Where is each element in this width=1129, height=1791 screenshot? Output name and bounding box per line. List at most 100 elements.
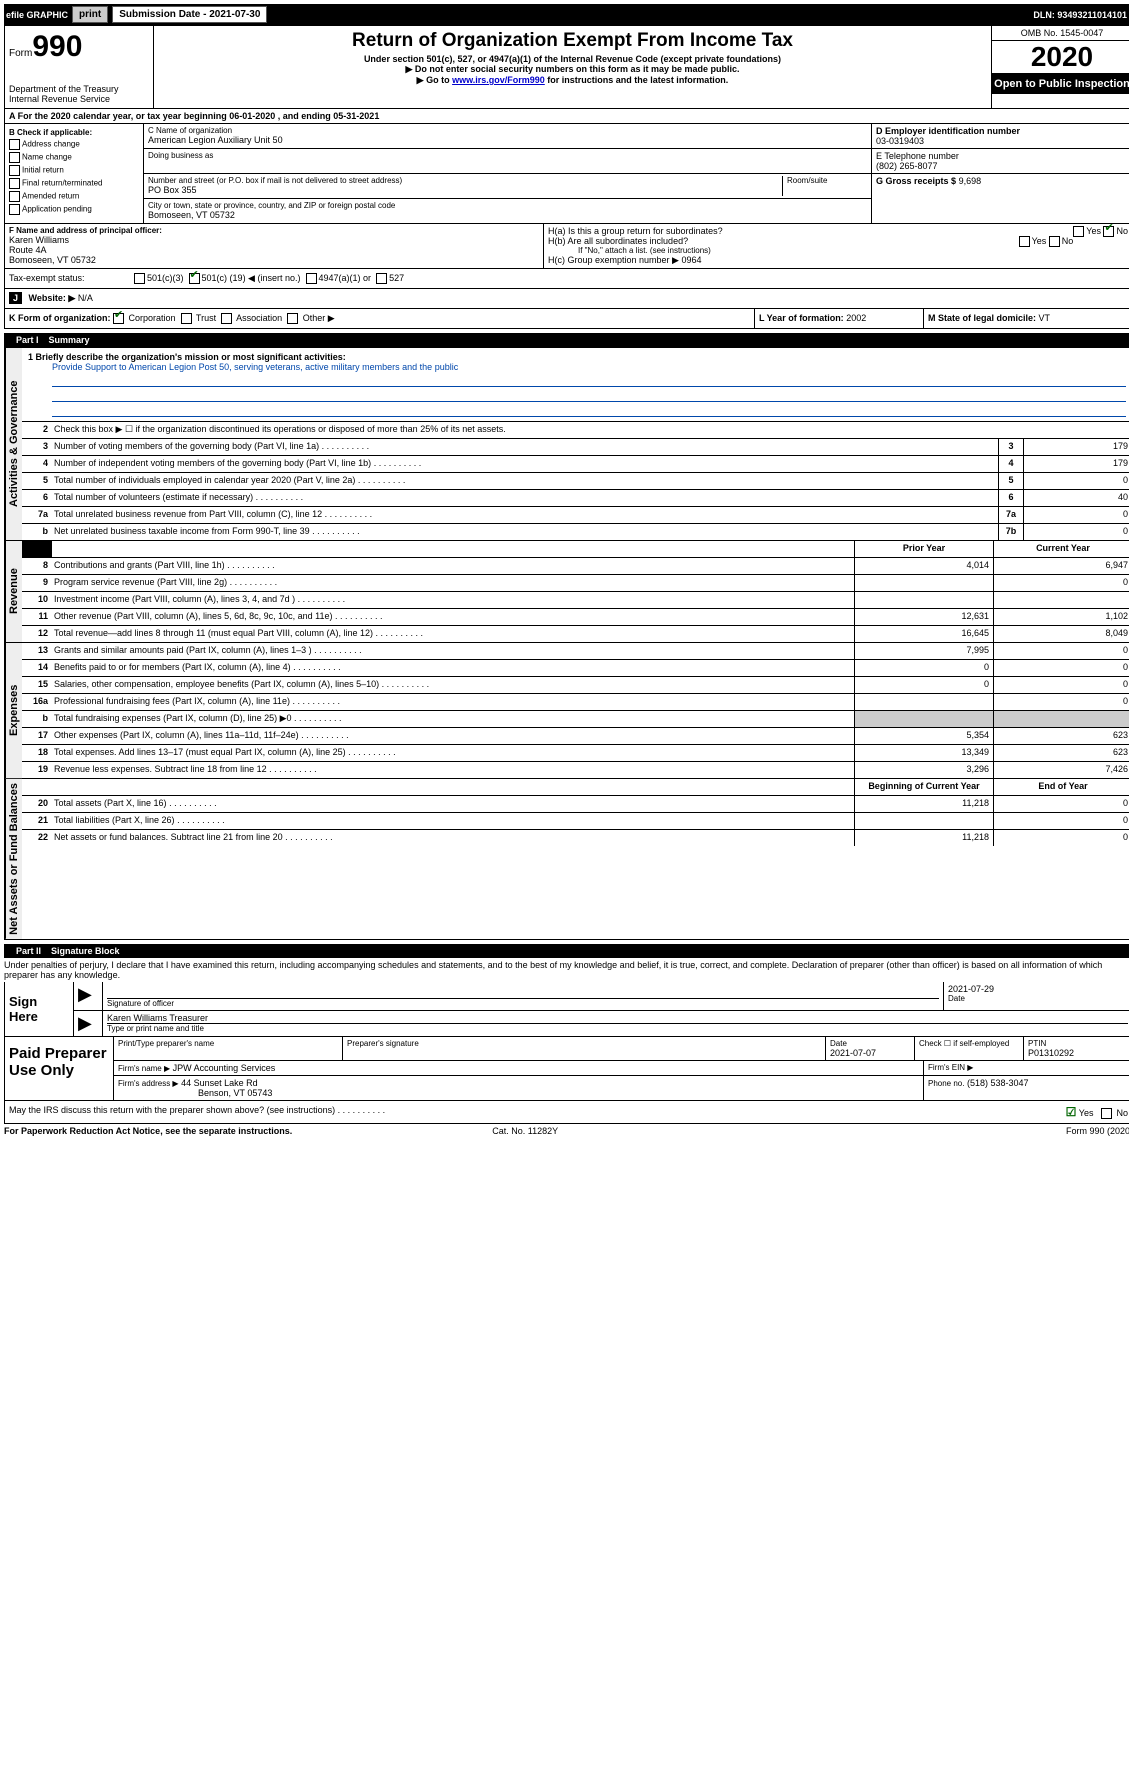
part1-num: Part I <box>10 335 45 345</box>
line-val: 0 <box>1023 473 1129 489</box>
discuss-yes[interactable]: Yes <box>1079 1108 1094 1118</box>
line-prior: 16,645 <box>854 626 993 642</box>
irs-link[interactable]: www.irs.gov/Form990 <box>452 75 545 85</box>
line-num: 8 <box>22 558 52 574</box>
line-box: 6 <box>998 490 1023 506</box>
addr-label: Number and street (or P.O. box if mail i… <box>148 176 782 185</box>
line-desc: Contributions and grants (Part VIII, lin… <box>52 558 854 574</box>
address-cell: Number and street (or P.O. box if mail i… <box>144 174 871 199</box>
part1-header: Part I Summary <box>4 333 1129 347</box>
line2-row: 2 Check this box ▶ ☐ if the organization… <box>22 422 1129 439</box>
line-num: 14 <box>22 660 52 676</box>
line-desc: Number of voting members of the governin… <box>52 439 998 455</box>
section-d: D Employer identification number 03-0319… <box>872 124 1129 223</box>
line-num: 16a <box>22 694 52 710</box>
netassets-body: Beginning of Current Year End of Year 20… <box>22 779 1129 939</box>
line-num: 12 <box>22 626 52 642</box>
line-desc: Investment income (Part VIII, column (A)… <box>52 592 854 608</box>
line-num: 6 <box>22 490 52 506</box>
line-curr: 623 <box>993 745 1129 761</box>
opt-corp: Corporation <box>129 313 176 323</box>
city-label: City or town, state or province, country… <box>148 201 867 210</box>
checkbox-final-return[interactable]: Final return/terminated <box>9 178 139 189</box>
j-badge: J <box>9 292 22 304</box>
col-current-year: Current Year <box>993 541 1129 557</box>
checkbox-name-change[interactable]: Name change <box>9 152 139 163</box>
section-b-title: B Check if applicable: <box>9 128 139 137</box>
hc-value: 0964 <box>682 255 702 265</box>
line-desc: Total unrelated business revenue from Pa… <box>52 507 998 523</box>
line-curr <box>993 711 1129 727</box>
line-desc: Benefits paid to or for members (Part IX… <box>52 660 854 676</box>
check-no-box[interactable] <box>1101 1108 1112 1119</box>
sign-name-label: Type or print name and title <box>107 1024 1128 1033</box>
netassets-section: Net Assets or Fund Balances Beginning of… <box>4 779 1129 940</box>
line-prior: 11,218 <box>854 830 993 846</box>
m-cell: M State of legal domicile: VT <box>923 309 1129 328</box>
dln-label: DLN: 93493211014101 <box>1033 10 1129 20</box>
mission-area: 1 Briefly describe the organization's mi… <box>22 348 1129 422</box>
checkbox-501c[interactable] <box>189 273 200 284</box>
phone-value: (802) 265-8077 <box>876 161 1128 171</box>
org-name: American Legion Auxiliary Unit 50 <box>148 135 867 145</box>
hb-no[interactable]: No <box>1062 236 1074 246</box>
checkbox-other[interactable] <box>287 313 298 324</box>
line-12: 12 Total revenue—add lines 8 through 11 … <box>22 626 1129 642</box>
line-num: b <box>22 711 52 727</box>
ha-no[interactable]: No <box>1116 226 1128 236</box>
print-button[interactable]: print <box>72 6 108 23</box>
prep-date-label: Date <box>830 1039 910 1048</box>
checkbox-initial-return[interactable]: Initial return <box>9 165 139 176</box>
header-left: Form990 Department of the Treasury Inter… <box>5 26 154 108</box>
line-desc: Total assets (Part X, line 16) <box>52 796 854 812</box>
checkbox-corp[interactable] <box>113 313 124 324</box>
checkbox-amended[interactable]: Amended return <box>9 191 139 202</box>
checkbox-address-change[interactable]: Address change <box>9 139 139 150</box>
line-desc: Total liabilities (Part X, line 26) <box>52 813 854 829</box>
line-num: 22 <box>22 830 52 846</box>
ha-yes[interactable]: Yes <box>1086 226 1101 236</box>
governance-section: Activities & Governance 1 Briefly descri… <box>4 347 1129 541</box>
checkbox-527[interactable] <box>376 273 387 284</box>
top-bar: efile GRAPHIC print Submission Date - 20… <box>4 4 1129 25</box>
checkbox-app-pending[interactable]: Application pending <box>9 204 139 215</box>
line-desc: Other revenue (Part VIII, column (A), li… <box>52 609 854 625</box>
part1-title: Summary <box>49 335 90 345</box>
checkbox-4947[interactable] <box>306 273 317 284</box>
gov-line-7a: 7a Total unrelated business revenue from… <box>22 507 1129 524</box>
sig-officer-label: Signature of officer <box>107 999 939 1008</box>
discuss-question: May the IRS discuss this return with the… <box>9 1105 385 1119</box>
mission-line2 <box>52 389 1126 402</box>
line-curr: 0 <box>993 643 1129 659</box>
line-box: 7a <box>998 507 1023 523</box>
ein-label: D Employer identification number <box>876 126 1128 136</box>
self-employed-check[interactable]: Check ☐ if self-employed <box>915 1037 1024 1060</box>
checkbox-assoc[interactable] <box>221 313 232 324</box>
revenue-section: Revenue Prior Year Current Year 8 Contri… <box>4 541 1129 643</box>
discuss-no: No <box>1116 1108 1128 1118</box>
section-b: B Check if applicable: Address change Na… <box>5 124 144 223</box>
line-desc: Revenue less expenses. Subtract line 18 … <box>52 762 854 778</box>
hb-yes[interactable]: Yes <box>1032 236 1047 246</box>
hc-label: H(c) Group exemption number ▶ <box>548 255 679 265</box>
paid-body: Print/Type preparer's name Preparer's si… <box>114 1037 1129 1100</box>
line-10: 10 Investment income (Part VIII, column … <box>22 592 1129 609</box>
gross-label: G Gross receipts $ <box>876 176 956 186</box>
line-22: 22 Net assets or fund balances. Subtract… <box>22 830 1129 846</box>
checkbox-501c3[interactable] <box>134 273 145 284</box>
col-end-year: End of Year <box>993 779 1129 795</box>
firm-ein-label: Firm's EIN ▶ <box>924 1061 1129 1075</box>
form-number: Form990 <box>9 30 149 64</box>
checkbox-trust[interactable] <box>181 313 192 324</box>
line-curr: 0 <box>993 660 1129 676</box>
line-prior <box>854 694 993 710</box>
line-prior: 4,014 <box>854 558 993 574</box>
opt-address-change: Address change <box>22 140 80 149</box>
officer-name: Karen Williams <box>9 235 539 245</box>
sig-arrow1: ▶ <box>74 982 103 1010</box>
efile-label: efile GRAPHIC <box>6 10 68 20</box>
sig-officer-blank[interactable] <box>107 984 939 999</box>
form-label-text: Form <box>9 48 32 59</box>
sign-date: 2021-07-29 <box>948 984 1128 994</box>
footer-mid: Cat. No. 11282Y <box>492 1126 558 1136</box>
